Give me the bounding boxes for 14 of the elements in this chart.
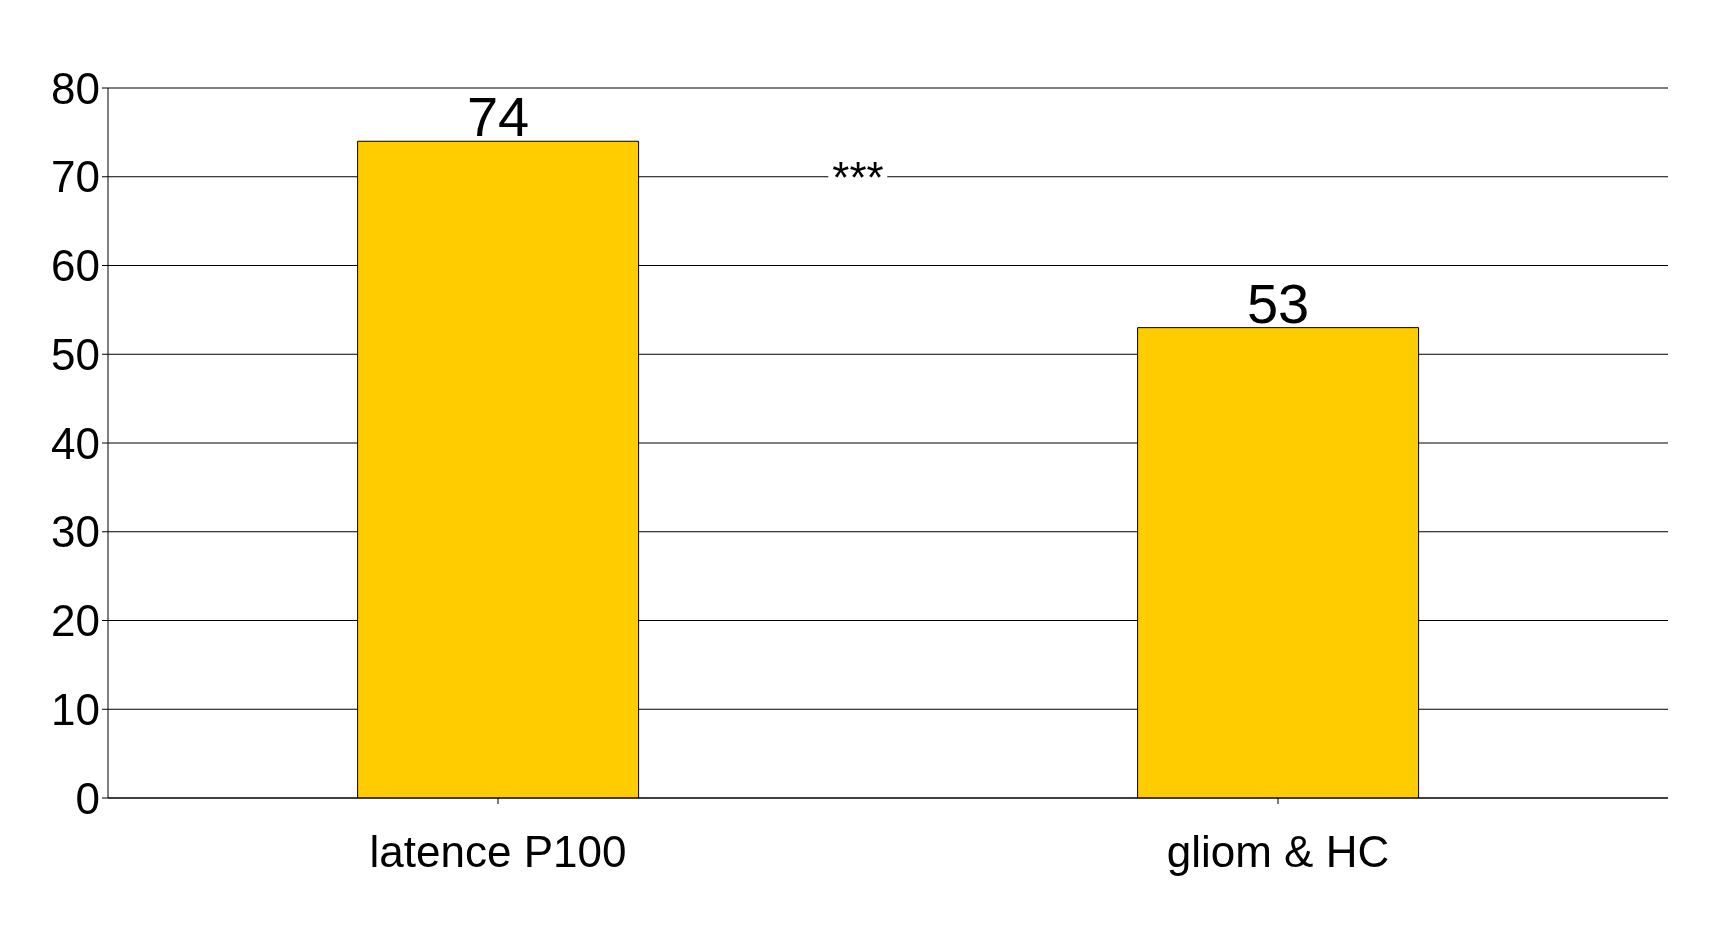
y-tick-label: 30 bbox=[51, 507, 100, 557]
y-tick-label: 50 bbox=[51, 329, 100, 379]
y-tick-label: 40 bbox=[51, 418, 100, 468]
y-tick-label: 60 bbox=[51, 241, 100, 291]
y-tick-label: 80 bbox=[51, 63, 100, 113]
data-label: 74 bbox=[466, 85, 530, 149]
y-tick-label: 70 bbox=[51, 152, 100, 202]
x-tick-label: gliom & HC bbox=[1166, 827, 1390, 877]
x-tick-label: latence P100 bbox=[369, 827, 627, 877]
y-tick-label: 0 bbox=[75, 773, 100, 823]
annotation: *** bbox=[831, 153, 885, 202]
data-label: 53 bbox=[1246, 271, 1310, 335]
y-tick-label: 20 bbox=[51, 596, 100, 646]
y-tick-label: 10 bbox=[51, 684, 100, 734]
